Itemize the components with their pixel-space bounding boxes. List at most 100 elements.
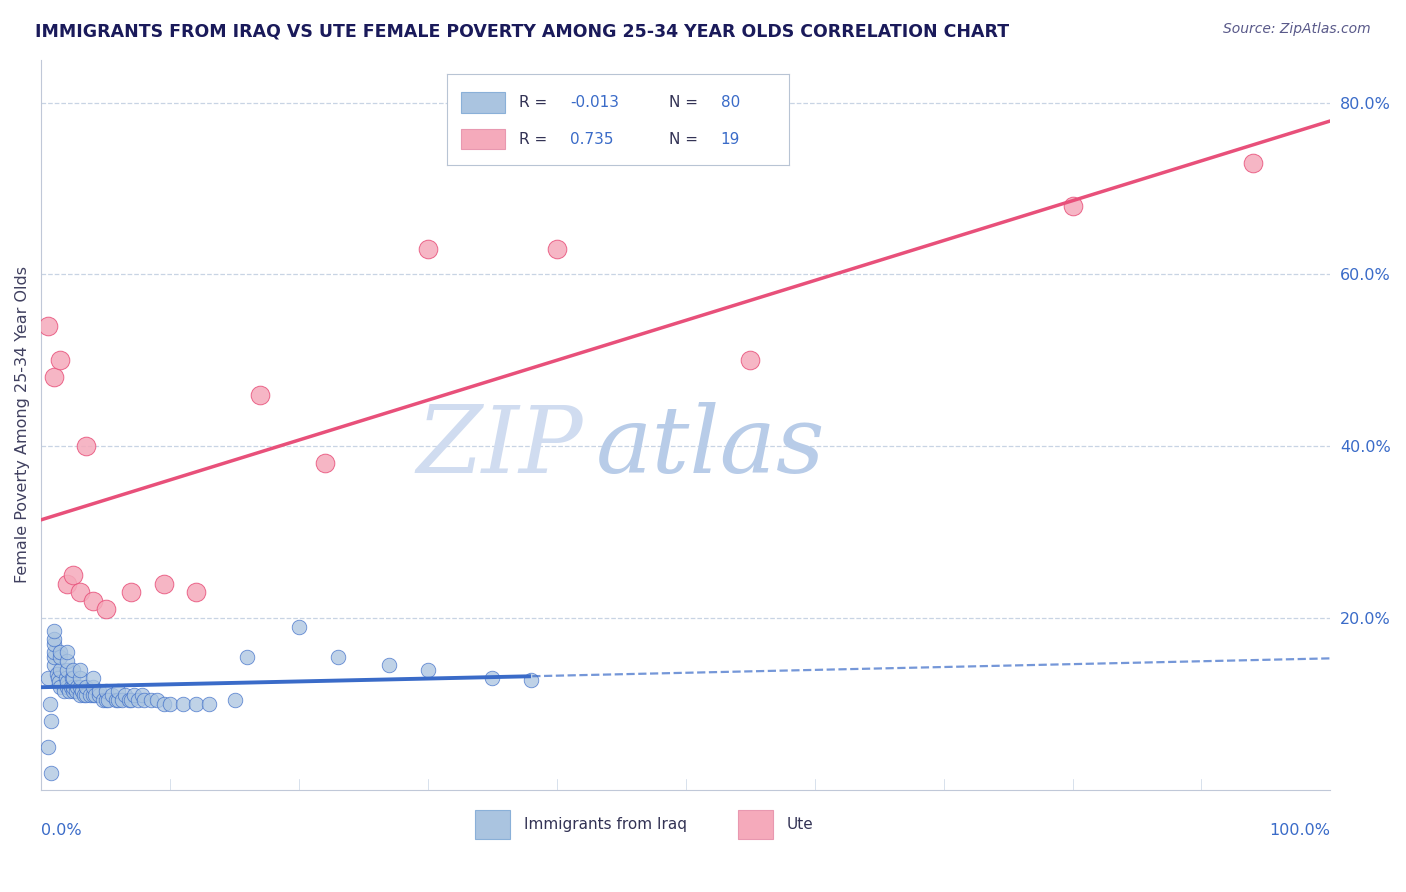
Point <box>378 658 401 673</box>
Point <box>49 663 72 677</box>
Point <box>42 658 65 673</box>
Point <box>111 692 134 706</box>
Point <box>107 692 129 706</box>
Point <box>48 675 70 690</box>
Point <box>139 692 162 706</box>
Point <box>97 692 120 706</box>
Point <box>104 692 127 706</box>
Point <box>69 585 91 599</box>
Point <box>520 673 543 687</box>
Point <box>75 439 97 453</box>
Point <box>60 671 83 685</box>
Point <box>152 576 174 591</box>
Point <box>56 675 79 690</box>
Point <box>56 663 79 677</box>
Point <box>41 765 63 780</box>
Point <box>49 353 72 368</box>
Point <box>89 688 111 702</box>
Point <box>481 671 503 685</box>
Point <box>37 318 59 333</box>
Y-axis label: Female Poverty Among 25-34 Year Olds: Female Poverty Among 25-34 Year Olds <box>15 266 30 583</box>
Point <box>127 692 149 706</box>
Point <box>326 649 349 664</box>
Point <box>172 697 194 711</box>
Point <box>416 663 439 677</box>
Point <box>94 692 117 706</box>
Point <box>69 671 91 685</box>
Point <box>101 688 124 702</box>
Point <box>37 739 59 754</box>
Point <box>94 684 117 698</box>
Point <box>249 387 271 401</box>
Point <box>114 688 136 702</box>
Point <box>65 684 87 698</box>
Point <box>118 692 141 706</box>
Point <box>41 714 63 728</box>
Text: Source: ZipAtlas.com: Source: ZipAtlas.com <box>1223 22 1371 37</box>
Point <box>184 585 207 599</box>
Point <box>53 684 76 698</box>
Point <box>89 684 111 698</box>
Point <box>42 637 65 651</box>
Point <box>288 619 311 633</box>
Point <box>75 680 97 694</box>
Point <box>740 353 762 368</box>
Text: IMMIGRANTS FROM IRAQ VS UTE FEMALE POVERTY AMONG 25-34 YEAR OLDS CORRELATION CHA: IMMIGRANTS FROM IRAQ VS UTE FEMALE POVER… <box>35 22 1010 40</box>
Point <box>72 684 94 698</box>
Point <box>42 624 65 638</box>
Point <box>62 684 84 698</box>
Point <box>56 645 79 659</box>
Point <box>58 684 80 698</box>
Point <box>146 692 169 706</box>
Point <box>82 688 104 702</box>
Point <box>120 692 142 706</box>
Point <box>79 688 101 702</box>
Point <box>131 688 153 702</box>
Point <box>56 680 79 694</box>
Point <box>42 370 65 384</box>
Point <box>94 602 117 616</box>
Point <box>45 666 67 681</box>
Point <box>62 663 84 677</box>
Point <box>107 684 129 698</box>
Point <box>224 692 246 706</box>
Point <box>37 671 59 685</box>
Point <box>69 688 91 702</box>
Point <box>49 680 72 694</box>
Point <box>49 649 72 664</box>
Point <box>416 242 439 256</box>
Text: ZIP: ZIP <box>416 401 582 491</box>
Point <box>314 456 336 470</box>
Point <box>69 680 91 694</box>
Point <box>84 688 107 702</box>
Point <box>73 688 96 702</box>
Point <box>62 568 84 582</box>
Point <box>49 645 72 659</box>
Point <box>42 632 65 647</box>
Point <box>59 680 82 694</box>
Point <box>42 645 65 659</box>
Point <box>82 594 104 608</box>
Point <box>236 649 259 664</box>
Point <box>56 576 79 591</box>
Point <box>159 697 181 711</box>
Point <box>82 671 104 685</box>
Point <box>546 242 568 256</box>
Text: atlas: atlas <box>596 401 825 491</box>
Point <box>91 692 114 706</box>
Point <box>120 585 142 599</box>
Point <box>62 671 84 685</box>
Text: 100.0%: 100.0% <box>1270 822 1330 838</box>
Point <box>46 671 69 685</box>
Point <box>122 688 145 702</box>
Point <box>62 680 84 694</box>
Point <box>82 680 104 694</box>
Point <box>75 688 97 702</box>
Point <box>69 663 91 677</box>
Point <box>152 697 174 711</box>
Point <box>1241 155 1264 169</box>
Point <box>1062 199 1084 213</box>
Point <box>55 671 77 685</box>
Point <box>197 697 219 711</box>
Point <box>134 692 156 706</box>
